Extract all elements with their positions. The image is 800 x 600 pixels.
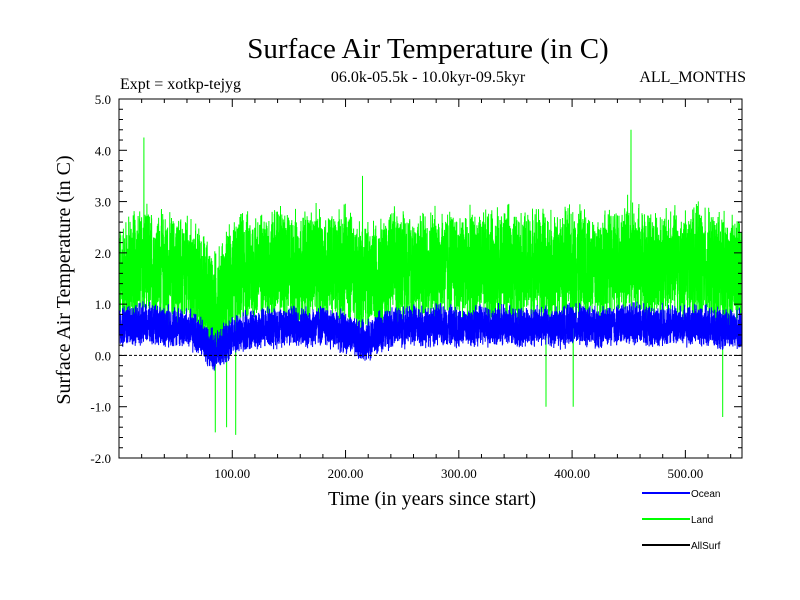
y-tick-label: 4.0 (95, 143, 111, 158)
x-tick-label: 400.00 (554, 466, 590, 481)
y-tick-label: -2.0 (90, 451, 111, 466)
chart-title: Surface Air Temperature (in C) (247, 33, 608, 65)
legend-label-allsurf: AllSurf (691, 541, 721, 552)
legend-label-ocean: Ocean (691, 489, 720, 500)
y-tick-label: 2.0 (95, 246, 111, 261)
months-label: ALL_MONTHS (639, 69, 746, 86)
y-tick-label: 3.0 (95, 195, 111, 210)
x-tick-label: 200.00 (328, 466, 364, 481)
y-tick-label: -1.0 (90, 400, 111, 415)
period-label: 06.0k-05.5k - 10.0kyr-09.5kyr (331, 69, 526, 86)
x-axis-label: Time (in years since start) (328, 488, 536, 510)
x-tick-label: 300.00 (441, 466, 477, 481)
plot-area (118, 129, 743, 435)
x-tick-label: 100.00 (214, 466, 250, 481)
y-axis-label: Surface Air Temperature (in C) (53, 155, 75, 404)
y-tick-label: 1.0 (95, 297, 111, 312)
legend-label-land: Land (691, 515, 713, 526)
y-tick-label: 5.0 (95, 92, 111, 107)
series-line-ocean (118, 301, 743, 371)
y-tick-label: 0.0 (95, 348, 111, 363)
legend: Ocean Land AllSurf (642, 489, 721, 552)
plot-frame (118, 98, 743, 459)
experiment-label: Expt = xotkp-tejyg (120, 76, 241, 93)
axis-ticks: 100.00 200.00 300.00 400.00 500.00 -2.0 -1.0 0.… (90, 92, 742, 481)
x-tick-label: 500.00 (667, 466, 703, 481)
series-line-land (118, 129, 743, 435)
